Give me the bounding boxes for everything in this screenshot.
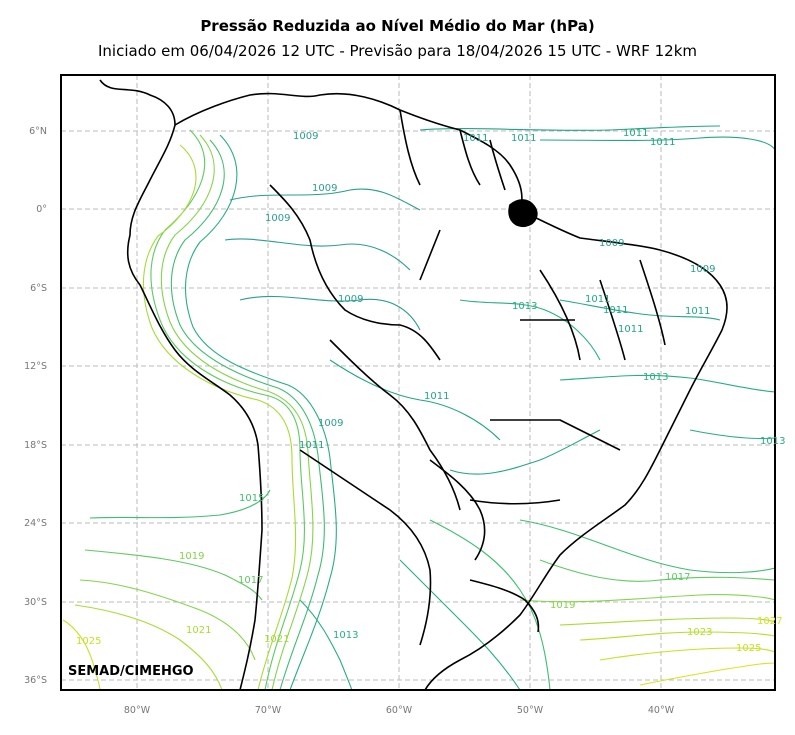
border-paraguay: [429, 459, 486, 561]
lat-tick: 0°: [36, 204, 47, 215]
isobar-andes: [150, 129, 305, 690]
contour-label: 1009: [690, 264, 715, 275]
map-title: Pressão Reduzida ao Nível Médio do Mar (…: [200, 17, 595, 35]
contour-label: 1011: [650, 137, 675, 148]
isobar-1025: [62, 619, 101, 690]
border-bolivia: [329, 339, 461, 511]
contour-label: 1009: [265, 213, 290, 224]
border-brazil-west: [269, 184, 441, 361]
isobar-1015: [429, 519, 551, 690]
coastline-west: [99, 79, 263, 690]
coastline-east: [424, 209, 728, 690]
isobars: [62, 125, 775, 690]
isobar-1009: [224, 238, 411, 271]
isobar-1015: [89, 489, 271, 519]
contour-label: 1013: [333, 630, 358, 641]
isobar-1019: [519, 594, 775, 603]
coastline-north: [174, 92, 523, 211]
contour-label: 1027: [757, 616, 782, 627]
isobar-1027: [639, 662, 775, 686]
contour-label: 1025: [76, 636, 101, 647]
lat-tick: 36°S: [24, 675, 47, 686]
isobar-1023: [579, 631, 775, 641]
contour-label: 1013: [643, 372, 668, 383]
lat-tick: 24°S: [24, 518, 47, 529]
lon-tick: 50°W: [517, 705, 544, 716]
lon-tick: 60°W: [386, 705, 413, 716]
contour-label: 1011: [299, 440, 324, 451]
contour-label: 1021: [186, 625, 211, 636]
contour-label: 1019: [550, 600, 575, 611]
border-guianas: [399, 109, 506, 191]
isobar-1009: [239, 295, 421, 331]
border-argentina: [299, 449, 432, 646]
isobar-1025: [599, 647, 775, 661]
contour-label: 1009: [338, 294, 363, 305]
contour-label: 1009: [293, 131, 318, 142]
contour-label: 1017: [238, 575, 263, 586]
contour-label: 1025: [736, 643, 761, 654]
contour-label: 1011: [685, 306, 710, 317]
isobar-1017: [539, 559, 775, 582]
isobar-1019: [79, 579, 256, 661]
isobar-1013: [399, 559, 521, 690]
isobar-1011: [419, 125, 721, 131]
contour-label: 1021: [264, 634, 289, 645]
contour-label: 1011: [618, 324, 643, 335]
isobar-1011: [559, 299, 721, 321]
border-uruguay: [469, 579, 540, 633]
isobar-1013: [559, 374, 775, 393]
country-borders: [99, 79, 728, 690]
isobar-1015: [519, 519, 775, 574]
contour-label: 1011: [623, 128, 648, 139]
isobar-1011: [329, 359, 501, 441]
marajo-island: [508, 199, 538, 228]
contour-labels: 1009 1011 1011 1011 1011 1009 1009 1009 …: [76, 128, 785, 654]
lon-tick: 80°W: [124, 705, 151, 716]
lon-tick-labels: 80°W 70°W 60°W 50°W 40°W: [124, 705, 675, 716]
contour-label: 1013: [512, 301, 537, 312]
contour-label: 1009: [318, 418, 343, 429]
isobar-1013: [689, 429, 775, 440]
contour-label: 1009: [312, 183, 337, 194]
lat-tick: 6°N: [29, 126, 47, 137]
lat-tick: 18°S: [24, 440, 47, 451]
contour-label: 1009: [599, 238, 624, 249]
isobar-andes: [170, 139, 325, 690]
isobar-1009: [229, 188, 421, 211]
border-brazil-states: [419, 229, 666, 505]
isobar-andes: [184, 134, 337, 690]
map-frame: [60, 74, 776, 691]
lon-tick: 70°W: [255, 705, 282, 716]
contour-label: 1017: [665, 572, 690, 583]
contour-label: 1011: [424, 391, 449, 402]
lat-tick: 12°S: [24, 361, 47, 372]
contour-label: 1023: [687, 627, 712, 638]
credit-label: SEMAD/CIMEHGO: [68, 664, 194, 679]
lat-tick: 30°S: [24, 597, 47, 608]
isobar-1011: [539, 136, 775, 151]
lon-tick: 40°W: [648, 705, 675, 716]
isobar-1013: [459, 299, 601, 361]
isobar-1013: [299, 599, 353, 690]
isobar-1021: [559, 617, 775, 626]
map-subtitle: Iniciado em 06/04/2026 12 UTC - Previsão…: [97, 42, 698, 60]
lat-tick-labels: 6°N 0° 6°S 12°S 18°S 24°S 30°S 36°S: [24, 126, 47, 686]
contour-label: 1015: [239, 493, 264, 504]
contour-label: 1011: [603, 305, 628, 316]
isobar-1017: [84, 549, 263, 601]
isobar-1021: [74, 604, 223, 690]
lat-tick: 6°S: [30, 283, 47, 294]
contour-label: 1019: [179, 551, 204, 562]
isobar-andes: [142, 144, 297, 690]
contour-label: 1011: [511, 133, 536, 144]
isobar-1011: [449, 429, 601, 475]
contour-label: 1011: [585, 294, 610, 305]
contour-label: 1013: [760, 436, 785, 447]
contour-label: 1011: [463, 133, 488, 144]
isobar-andes: [160, 134, 314, 690]
